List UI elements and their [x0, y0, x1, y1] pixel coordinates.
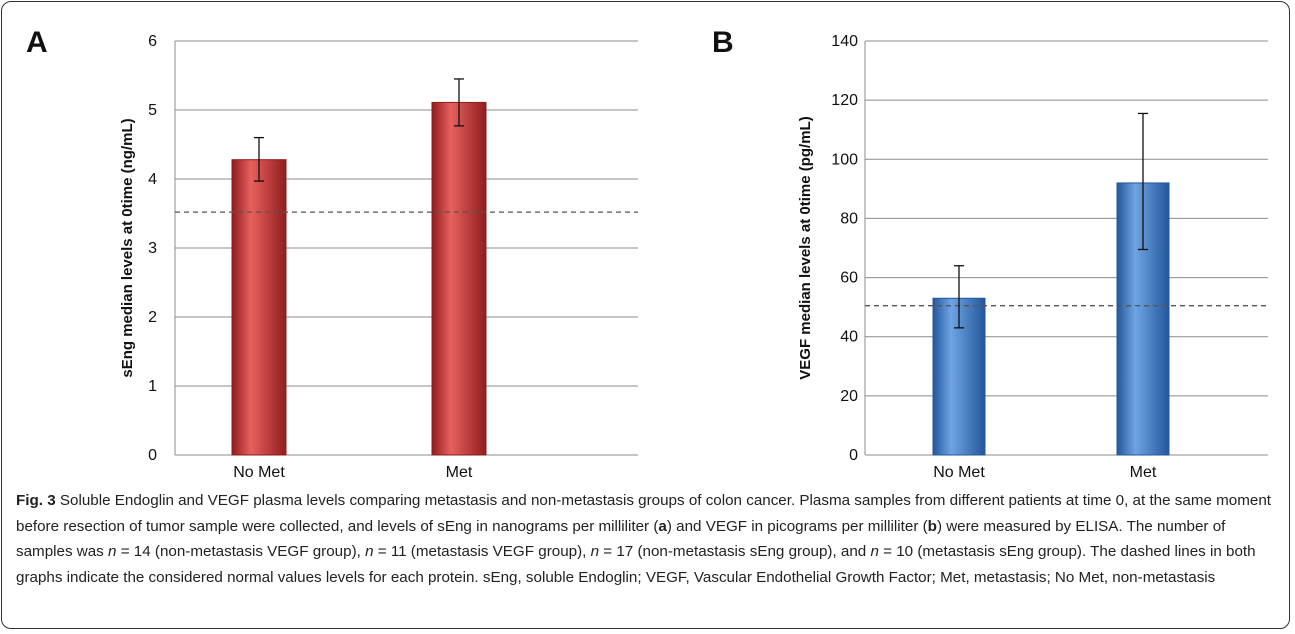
y-tick-label: 1: [148, 378, 157, 395]
y-tick-label: 4: [148, 171, 157, 188]
y-tick-label: 100: [831, 151, 858, 168]
caption-panel-a-ref: a: [658, 517, 667, 535]
caption-text: Soluble Endoglin and VEGF plasma levels …: [16, 492, 1271, 535]
caption-text: = 14 (non-metastasis VEGF group),: [116, 543, 366, 560]
y-tick-label: 40: [840, 329, 858, 346]
caption-text: ) and VEGF in picograms per milliliter (: [666, 517, 928, 535]
y-tick-label: 5: [148, 102, 157, 119]
panel-letter: B: [712, 26, 734, 59]
chart-panel-a: 0 1 2 3 4 5 6 No Met Met sEng median levels at 0t…: [26, 26, 638, 481]
y-tick-label: 0: [849, 447, 858, 464]
caption-panel-b-ref: b: [927, 517, 937, 535]
caption-text: = 11 (metastasis VEGF group),: [373, 543, 591, 560]
x-category-label: No Met: [233, 464, 285, 481]
chart-panel-b: 0 20 40 60 80 100 120 140 No Met Met VEGF median l…: [712, 26, 1268, 481]
y-tick-label: 80: [840, 210, 858, 227]
y-axis-title: VEGF median levels at 0time (pg/mL): [797, 116, 814, 379]
caption-n-symbol: n: [870, 543, 879, 560]
caption-figure-label: Fig. 3: [16, 492, 56, 509]
x-category-label: No Met: [933, 464, 985, 481]
y-tick-label: 60: [840, 270, 858, 287]
y-tick-label: 2: [148, 309, 157, 326]
caption-n-symbol: n: [590, 543, 600, 560]
y-tick-label: 3: [148, 240, 157, 257]
x-category-label: Met: [446, 464, 473, 481]
bar: [231, 159, 287, 456]
caption-text: = 10 (metastasis sEng group). The dashed…: [16, 543, 1256, 586]
caption-n-symbol: n: [108, 543, 117, 560]
y-tick-label: 20: [840, 388, 858, 405]
caption-text: ) were measured by ELISA. The number of …: [16, 517, 1226, 561]
caption-n-symbol: n: [365, 543, 374, 560]
caption-text: = 17 (non-metastasis sEng group), and: [599, 543, 871, 560]
y-tick-label: 6: [148, 33, 157, 50]
bar: [431, 101, 487, 456]
x-category-label: Met: [1130, 464, 1157, 481]
figure-caption: Fig. 3 Soluble Endoglin and VEGF plasma …: [16, 488, 1278, 590]
y-axis-title: sEng median levels at 0time (ng/mL): [119, 118, 136, 377]
y-tick-label: 0: [148, 447, 157, 464]
y-tick-label: 140: [831, 33, 858, 50]
y-tick-label: 120: [831, 92, 858, 109]
figure-charts: 0 1 2 3 4 5 6 No Met Met sEng median levels at 0t…: [26, 26, 1268, 481]
panel-letter: A: [26, 26, 48, 59]
